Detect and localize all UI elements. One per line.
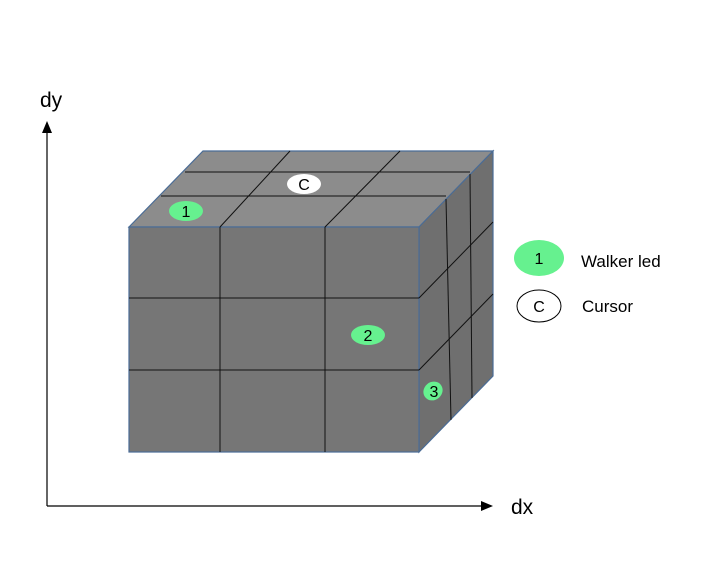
cube — [127, 149, 495, 454]
legend-item-cursor: C Cursor — [516, 289, 633, 323]
legend-led-swatch — [514, 240, 564, 276]
walker-led-marker-2: 2 — [351, 325, 385, 345]
front-grid — [129, 227, 419, 452]
top-grid — [161, 150, 470, 228]
walker-led-marker-3: 3 — [423, 381, 443, 401]
side-grid — [418, 173, 494, 421]
marker-label: 3 — [430, 384, 439, 401]
x-axis-arrow — [481, 501, 493, 511]
cursor-marker: C — [287, 174, 321, 194]
walker-led-marker-1: 1 — [169, 201, 203, 221]
markers: 1 C 2 3 — [169, 174, 443, 401]
side-grid-line — [418, 221, 494, 299]
side-grid-line — [469, 173, 473, 399]
legend-key: 1 — [535, 251, 544, 268]
side-grid-line — [418, 293, 494, 371]
legend-key: C — [533, 299, 545, 316]
legend: 1 Walker led C Cursor — [514, 240, 661, 323]
x-axis-label: dx — [511, 496, 534, 519]
side-grid-line — [445, 198, 452, 421]
marker-label: C — [298, 177, 310, 194]
y-axis-arrow — [42, 121, 52, 133]
top-grid-line — [324, 150, 401, 228]
led-ellipse — [423, 381, 443, 401]
marker-label: 1 — [182, 204, 191, 221]
legend-label: Cursor — [582, 297, 633, 316]
legend-item-walker-led: 1 Walker led — [514, 240, 661, 276]
cursor-ellipse — [287, 174, 321, 194]
legend-label: Walker led — [581, 252, 661, 271]
y-axis-label: dy — [40, 89, 63, 112]
axes: dy dx — [40, 89, 534, 519]
led-ellipse — [169, 201, 203, 221]
top-grid-line — [219, 150, 291, 228]
legend-cursor-swatch — [516, 289, 562, 323]
marker-label: 2 — [364, 328, 373, 345]
led-ellipse — [351, 325, 385, 345]
